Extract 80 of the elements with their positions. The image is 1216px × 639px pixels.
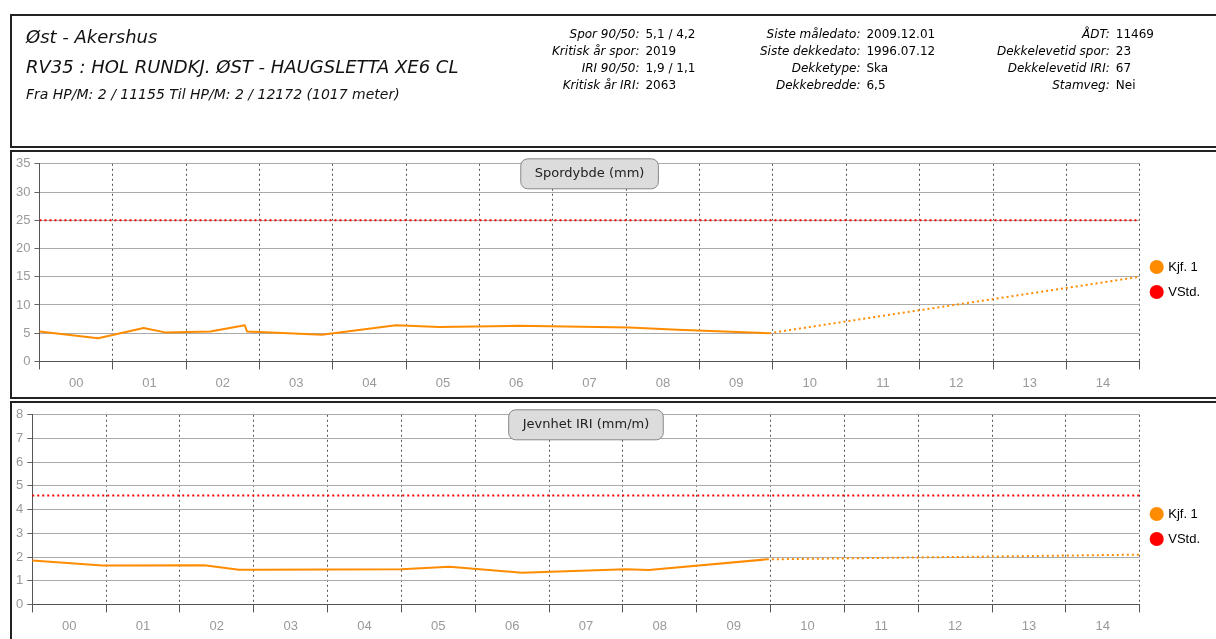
x-tick-label: 06 (509, 374, 524, 390)
text: Øst - Akershus (26, 26, 158, 47)
y-tick-label: 1 (16, 572, 24, 588)
y-tick-label: 35 (15, 155, 31, 171)
chart-title: Jevnhet IRI (mm/m) (521, 416, 650, 432)
x-tick-label: 08 (652, 617, 668, 633)
y-tick-label: 6 (16, 453, 24, 469)
text: Stamveg: (1051, 78, 1110, 93)
text: Ska (866, 61, 890, 76)
text: Kritisk år spor: (552, 44, 640, 59)
y-tick-label: 2 (16, 548, 24, 564)
text: Fra HP/M: 2 / 11155 Til HP/M: 2 / 12172 (1017 meter) (26, 86, 400, 102)
x-tick-label: 13 (1021, 617, 1037, 633)
y-tick-label: 20 (15, 240, 31, 256)
chart-title: Spordybde (mm) (534, 165, 645, 181)
x-tick-label: 07 (582, 374, 597, 390)
x-tick-label: 10 (800, 617, 815, 633)
text: Nei (1115, 78, 1137, 93)
text: Spor 90/50: (568, 27, 640, 42)
text: Siste måledato: (765, 27, 861, 42)
text: 6,5 (866, 78, 887, 93)
y-tick-label: 3 (16, 524, 24, 540)
text: ÅDT: (1080, 27, 1110, 42)
text: 5,1 / 4,2 (645, 27, 696, 42)
x-tick-label: 07 (578, 617, 594, 633)
y-tick-label: 25 (15, 211, 31, 227)
text: 1996.07.12 (866, 44, 936, 59)
text: 2019 (645, 44, 678, 59)
x-tick-label: 01 (142, 374, 157, 390)
y-tick-label: 4 (16, 501, 24, 517)
text: Dekkebredde: (774, 78, 861, 93)
x-tick-label: 02 (215, 374, 231, 390)
text: 2009.12.01 (866, 27, 936, 42)
x-tick-label: 04 (362, 374, 377, 390)
text: Dekkelevetid spor: (997, 44, 1110, 59)
x-tick-label: 12 (949, 374, 964, 390)
y-tick-label: 0 (16, 595, 24, 611)
x-tick-label: 09 (729, 374, 744, 390)
text: RV35 : HOL RUNDKJ. ØST - HAUGSLETTA XE6 CL (26, 56, 459, 77)
x-tick-label: 13 (1022, 374, 1037, 390)
x-tick-label: 14 (1095, 617, 1111, 633)
x-tick-label: 05 (431, 617, 446, 633)
x-tick-label: 06 (504, 617, 520, 633)
text: 11469 (1115, 27, 1154, 42)
x-tick-label: 03 (288, 374, 304, 390)
y-tick-label: 0 (23, 352, 31, 368)
x-tick-label: 14 (1095, 374, 1111, 390)
text: IRI 90/50: (580, 61, 640, 76)
x-tick-label: 02 (209, 617, 225, 633)
x-tick-label: 11 (874, 617, 889, 633)
x-tick-label: 09 (726, 617, 741, 633)
text: 23 (1115, 44, 1133, 59)
x-tick-label: 12 (947, 617, 963, 633)
text: Siste dekkedato: (760, 44, 861, 59)
text: Dekketype: (790, 61, 861, 76)
legend-label: Kjf. 1 (1168, 258, 1198, 274)
text: Dekkelevetid IRI: (1006, 61, 1110, 76)
y-tick-label: 5 (16, 477, 24, 493)
y-tick-label: 10 (15, 296, 31, 312)
x-tick-label: 00 (68, 374, 84, 390)
y-tick-label: 5 (23, 324, 31, 340)
legend-label: Kjf. 1 (1168, 505, 1198, 521)
x-tick-label: 04 (357, 617, 372, 633)
x-tick-label: 05 (435, 374, 451, 390)
x-tick-label: 10 (802, 374, 817, 390)
legend-label: VStd. (1168, 530, 1200, 546)
x-tick-label: 11 (876, 374, 890, 390)
x-tick-label: 03 (283, 617, 298, 633)
y-tick-label: 30 (15, 183, 31, 199)
text: 1,9 / 1,1 (645, 61, 696, 76)
x-tick-label: 01 (135, 617, 151, 633)
x-tick-label: 08 (655, 374, 671, 390)
text: 2063 (645, 78, 678, 93)
text: Kritisk år IRI: (561, 78, 640, 93)
y-tick-label: 8 (16, 406, 24, 422)
text: 67 (1115, 61, 1133, 76)
x-tick-label: 00 (61, 617, 77, 633)
y-tick-label: 15 (15, 268, 31, 284)
legend-label: VStd. (1168, 283, 1200, 299)
y-tick-label: 7 (16, 430, 24, 446)
